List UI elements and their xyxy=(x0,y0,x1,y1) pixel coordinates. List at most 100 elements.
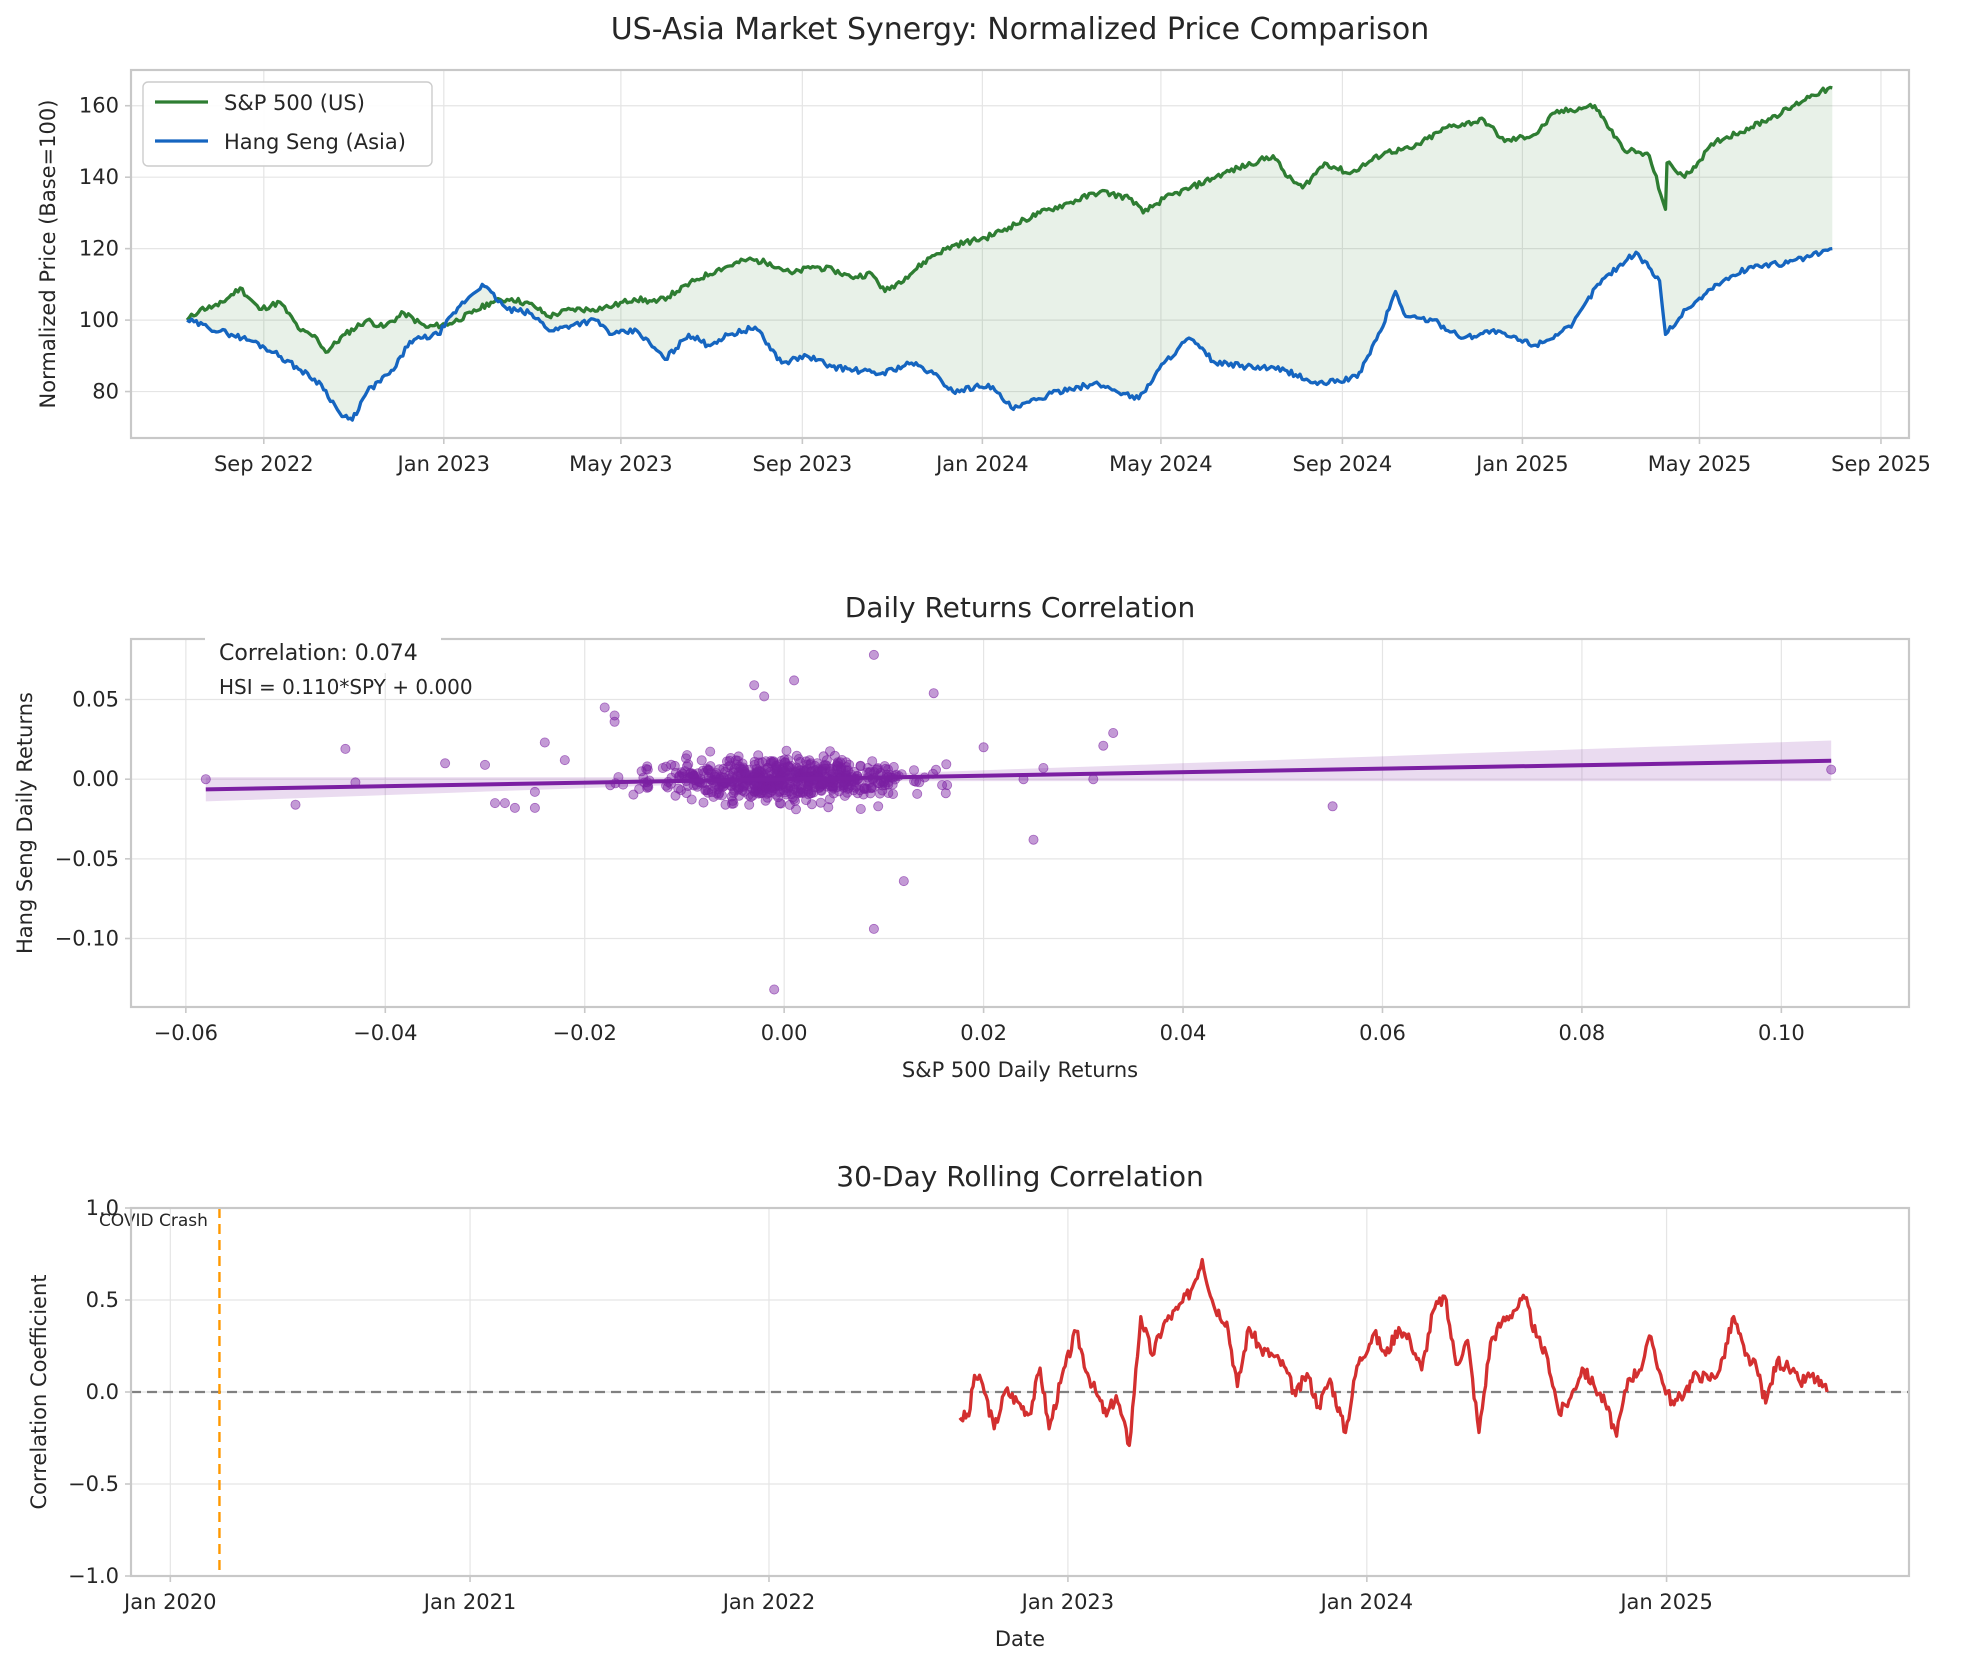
scatter-point xyxy=(762,788,773,799)
scatter-point xyxy=(529,786,540,797)
x-tick-label: 0.10 xyxy=(1758,1021,1805,1045)
scatter-x-ticks: −0.06 −0.04 −0.02 0.00 0.02 0.04 0.06 0.08 0.10 xyxy=(154,1007,1805,1045)
scatter-point xyxy=(628,789,639,800)
scatter-point xyxy=(479,759,490,770)
scatter-point xyxy=(769,984,780,995)
sp500-line xyxy=(185,85,1833,354)
rolling-ylabel: Correlation Coefficient xyxy=(27,1274,51,1509)
x-tick-label: −0.02 xyxy=(553,1021,617,1045)
scatter-point xyxy=(823,802,834,813)
scatter-point xyxy=(786,760,797,771)
y-tick-label: 1.0 xyxy=(86,1196,119,1220)
x-tick-label: Jan 2020 xyxy=(122,1590,217,1614)
x-tick-label: May 2023 xyxy=(569,452,673,476)
scatter-point xyxy=(888,789,899,800)
scatter-point xyxy=(705,768,716,779)
scatter-point xyxy=(709,782,720,793)
scatter-y-ticks: −0.10 −0.05 0.00 0.05 xyxy=(55,688,131,950)
scatter-point xyxy=(800,756,811,767)
scatter-frame xyxy=(129,637,1911,1009)
correlation-annotation-box xyxy=(205,633,441,673)
scatter-point xyxy=(723,762,734,773)
scatter-point xyxy=(539,737,550,748)
y-tick-label: 100 xyxy=(79,308,119,332)
scatter-ylabel: Hang Seng Daily Returns xyxy=(13,692,37,954)
price-grid xyxy=(131,70,1909,438)
price-x-ticks: Sep 2022 Jan 2023 May 2023 Sep 2023 Jan 2024… xyxy=(214,438,1931,476)
scatter-point xyxy=(509,802,520,813)
x-tick-label: −0.04 xyxy=(353,1021,417,1045)
y-tick-label: 120 xyxy=(79,237,119,261)
scatter-point xyxy=(1327,801,1338,812)
legend-box xyxy=(142,81,433,167)
scatter-point xyxy=(670,790,681,801)
scatter-point xyxy=(802,781,813,792)
scatter-point xyxy=(978,742,989,753)
scatter-point xyxy=(727,798,738,809)
x-tick-label: Jan 2022 xyxy=(721,1590,816,1614)
regression-equation: HSI = 0.110*SPY + 0.000 xyxy=(219,675,473,699)
rolling-x-ticks: Jan 2020 Jan 2021 Jan 2022 Jan 2023 Jan 2024… xyxy=(122,1576,1713,1614)
scatter-point xyxy=(867,756,878,767)
scatter-point xyxy=(529,802,540,813)
x-tick-label: Jan 2024 xyxy=(1319,1590,1414,1614)
y-tick-label: 0.05 xyxy=(72,688,119,712)
scatter-point xyxy=(1088,774,1099,785)
scatter-point xyxy=(1108,728,1119,739)
scatter-point xyxy=(200,774,211,785)
regression-line xyxy=(205,758,1832,792)
scatter-point xyxy=(489,798,500,809)
scatter-point xyxy=(440,758,451,769)
price-spread-fill xyxy=(187,87,1833,421)
scatter-point xyxy=(636,766,647,777)
scatter-point xyxy=(791,804,802,815)
y-tick-label: 0.00 xyxy=(72,767,119,791)
scatter-point xyxy=(757,757,768,768)
scatter-point xyxy=(866,783,877,794)
rolling-y-ticks: −1.0 −0.5 0.0 0.5 1.0 xyxy=(68,1196,131,1588)
scatter-point xyxy=(738,782,749,793)
scatter-point xyxy=(862,767,873,778)
x-tick-label: Sep 2023 xyxy=(753,452,853,476)
scatter-point xyxy=(815,797,826,808)
scatter-point xyxy=(781,745,792,756)
scatter-grid xyxy=(131,639,1909,1007)
scatter-xlabel: S&P 500 Daily Returns xyxy=(902,1058,1138,1082)
scatter-point xyxy=(937,780,948,791)
scatter-point xyxy=(726,791,737,802)
scatter-point xyxy=(851,781,862,792)
scatter-point xyxy=(855,760,866,771)
scatter-point xyxy=(290,799,301,810)
scatter-points xyxy=(200,649,1837,995)
price-frame xyxy=(129,68,1911,440)
price-legend: S&P 500 (US) Hang Seng (Asia) xyxy=(142,81,433,167)
scatter-point xyxy=(681,788,692,799)
scatter-point xyxy=(692,781,703,792)
price-y-ticks: 80 100 120 140 160 xyxy=(79,94,131,404)
x-tick-label: Sep 2024 xyxy=(1293,452,1393,476)
scatter-point xyxy=(806,799,817,810)
scatter-point xyxy=(733,784,744,795)
y-tick-label: 0.5 xyxy=(86,1288,119,1312)
x-tick-label: Jan 2023 xyxy=(396,452,491,476)
x-tick-label: Sep 2022 xyxy=(214,452,314,476)
scatter-point xyxy=(705,746,716,757)
y-tick-label: 160 xyxy=(79,94,119,118)
scatter-point xyxy=(731,759,742,770)
x-tick-label: −0.06 xyxy=(154,1021,218,1045)
scatter-point xyxy=(855,804,866,815)
scatter-point xyxy=(784,762,795,773)
x-tick-label: 0.04 xyxy=(1160,1021,1207,1045)
scatter-point xyxy=(898,876,909,887)
y-tick-label: −0.10 xyxy=(55,926,119,950)
scatter-point xyxy=(749,680,760,691)
scatter-point xyxy=(873,801,884,812)
scatter-point xyxy=(661,761,672,772)
scatter-point xyxy=(609,710,620,721)
x-tick-label: 0.00 xyxy=(761,1021,808,1045)
x-tick-label: Jan 2024 xyxy=(934,452,1029,476)
x-tick-label: 0.06 xyxy=(1359,1021,1406,1045)
scatter-point xyxy=(940,788,951,799)
scatter-point xyxy=(683,759,694,770)
